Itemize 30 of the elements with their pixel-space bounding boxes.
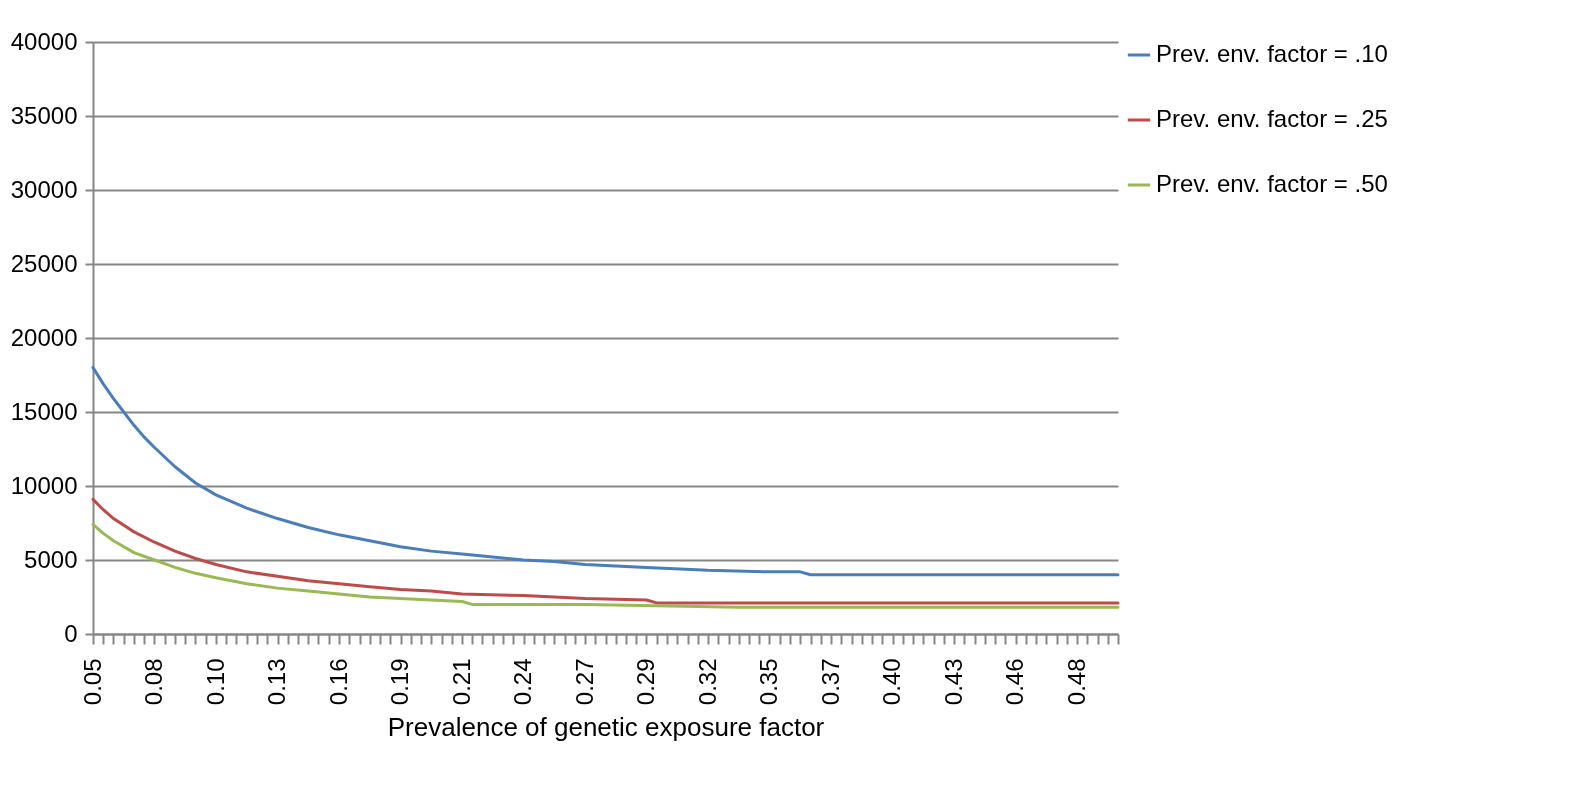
x-tick-label: 0.13: [263, 658, 290, 706]
x-tick-label: 0.10: [201, 658, 229, 706]
x-tick-label: 0.19: [386, 658, 413, 706]
x-tick-label: 0.24: [509, 658, 536, 706]
y-tick-label: 15000: [10, 397, 78, 425]
x-tick-label: 0.46: [1001, 658, 1028, 706]
y-tick-label: 30000: [10, 175, 78, 203]
y-tick-label: 40000: [10, 27, 78, 55]
y-tick-label: 35000: [10, 101, 78, 129]
legend-label: Prev. env. factor = .25: [1156, 105, 1388, 132]
y-tick-label: 5000: [24, 545, 78, 573]
x-tick-label: 0.32: [693, 658, 721, 706]
y-tick-label: 20000: [10, 323, 78, 351]
y-tick-label: 25000: [10, 249, 78, 277]
x-tick-label: 0.29: [632, 658, 659, 706]
legend-label: Prev. env. factor = .50: [1156, 170, 1388, 197]
legend-label: Prev. env. factor = .10: [1156, 40, 1388, 67]
x-axis-title: Prevalence of genetic exposure factor: [387, 712, 825, 743]
x-tick-label: 0.43: [939, 658, 967, 706]
y-tick-label: 10000: [10, 471, 78, 499]
x-tick-label: 0.21: [447, 658, 475, 706]
x-tick-label: 0.37: [816, 658, 844, 706]
x-tick-label: 0.08: [140, 658, 167, 706]
x-tick-label: 0.05: [78, 658, 106, 706]
x-tick-label: 0.40: [878, 658, 905, 706]
x-tick-label: 0.16: [324, 658, 352, 706]
x-tick-label: 0.27: [570, 658, 598, 706]
y-tick-label: 0: [64, 619, 78, 647]
x-tick-label: 0.35: [755, 658, 782, 706]
x-tick-label: 0.48: [1062, 658, 1090, 706]
